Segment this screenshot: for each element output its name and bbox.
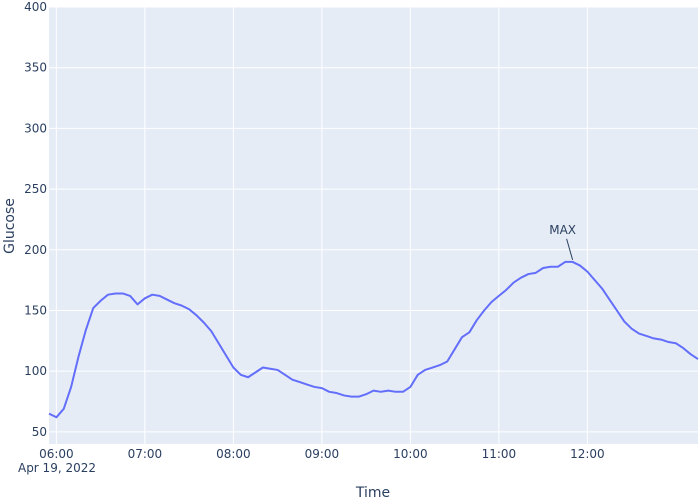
y-tick-label: 50	[32, 425, 47, 439]
x-axis-title: Time	[355, 485, 390, 500]
x-start-date-label: Apr 19, 2022	[18, 461, 96, 475]
x-tick-label: 09:00	[305, 447, 340, 461]
x-tick-label: 11:00	[482, 447, 517, 461]
x-tick-label: 10:00	[393, 447, 428, 461]
y-tick-label: 300	[24, 121, 47, 135]
y-axis-ticks: 50 100 150 200 250 300 350 400	[24, 0, 47, 439]
max-annotation-label: MAX	[549, 223, 576, 237]
y-tick-label: 150	[24, 303, 47, 317]
y-tick-label: 350	[24, 61, 47, 75]
glucose-line	[48, 260, 699, 419]
x-tick-label: 07:00	[128, 447, 163, 461]
x-tick-label: 06:00	[39, 447, 74, 461]
y-tick-label: 250	[24, 182, 47, 196]
x-axis-ticks: 06:00 07:00 08:00 09:00 10:00 11:00 12:00	[39, 447, 605, 461]
annotation-layer: MAX	[549, 223, 576, 261]
max-annotation-arrow	[566, 238, 574, 261]
y-tick-label: 200	[24, 243, 47, 257]
series-layer	[48, 260, 699, 419]
x-tick-label: 12:00	[570, 447, 605, 461]
x-tick-label: 08:00	[216, 447, 251, 461]
y-axis-title: Glucose	[2, 198, 18, 254]
gridlines	[49, 6, 698, 444]
plot-background	[49, 7, 698, 444]
y-tick-label: 400	[24, 0, 47, 14]
y-tick-label: 100	[24, 364, 47, 378]
